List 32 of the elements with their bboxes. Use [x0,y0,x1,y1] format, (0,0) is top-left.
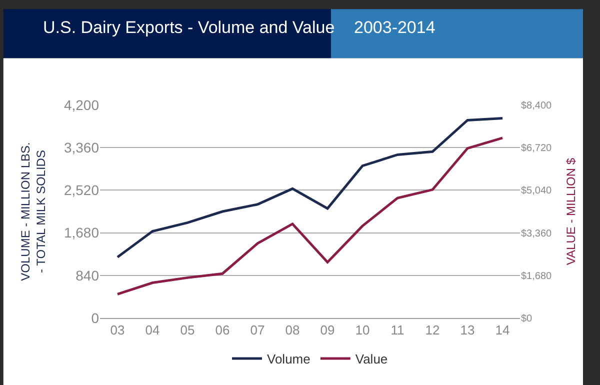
y-tick-label: 3,360 [64,140,100,156]
y-axis-title: VOLUME - MILLION LBS. - TOTAL MILK SOLIDS [18,142,48,281]
x-tick-label: 06 [215,322,230,338]
x-tick-label: 05 [180,322,195,338]
chart-title: U.S. Dairy Exports - Volume and Value [43,18,335,37]
x-tick-label: 07 [250,322,265,338]
y2-tick-label: $8,400 [521,100,552,112]
x-tick-label: 10 [355,322,370,338]
y2-axis-title: VALUE - MILLION $ [564,158,578,266]
x-tick-label: 09 [320,322,335,338]
x-tick-label: 04 [145,322,160,338]
line-series [116,136,504,296]
x-tick-label: 11 [390,322,404,338]
x-tick-label: 03 [110,322,125,338]
y-tick-label: 0 [91,310,100,326]
y2-tick-label: $3,360 [521,228,552,240]
x-tick-label: 12 [425,322,440,338]
y-tick-label: 840 [76,267,100,284]
y2-tick-label: $5,040 [521,186,552,197]
y-tick-label: 4,200 [64,96,100,113]
y2-tick-label: $0 [521,314,533,324]
x-tick-label: 08 [285,322,300,338]
x-tick-label: 13 [460,322,475,338]
x-tick-label: 14 [495,322,510,338]
y2-tick-label: $6,720 [521,143,552,154]
y-tick-label: 1,680 [64,224,100,241]
y-tick-label: 2,520 [64,182,100,198]
line-series [116,116,504,258]
y2-tick-label: $1,680 [521,270,552,282]
chart-subtitle: 2003-2014 [354,18,436,37]
legend-label: Value [355,352,388,367]
legend-label: Volume [267,352,310,367]
